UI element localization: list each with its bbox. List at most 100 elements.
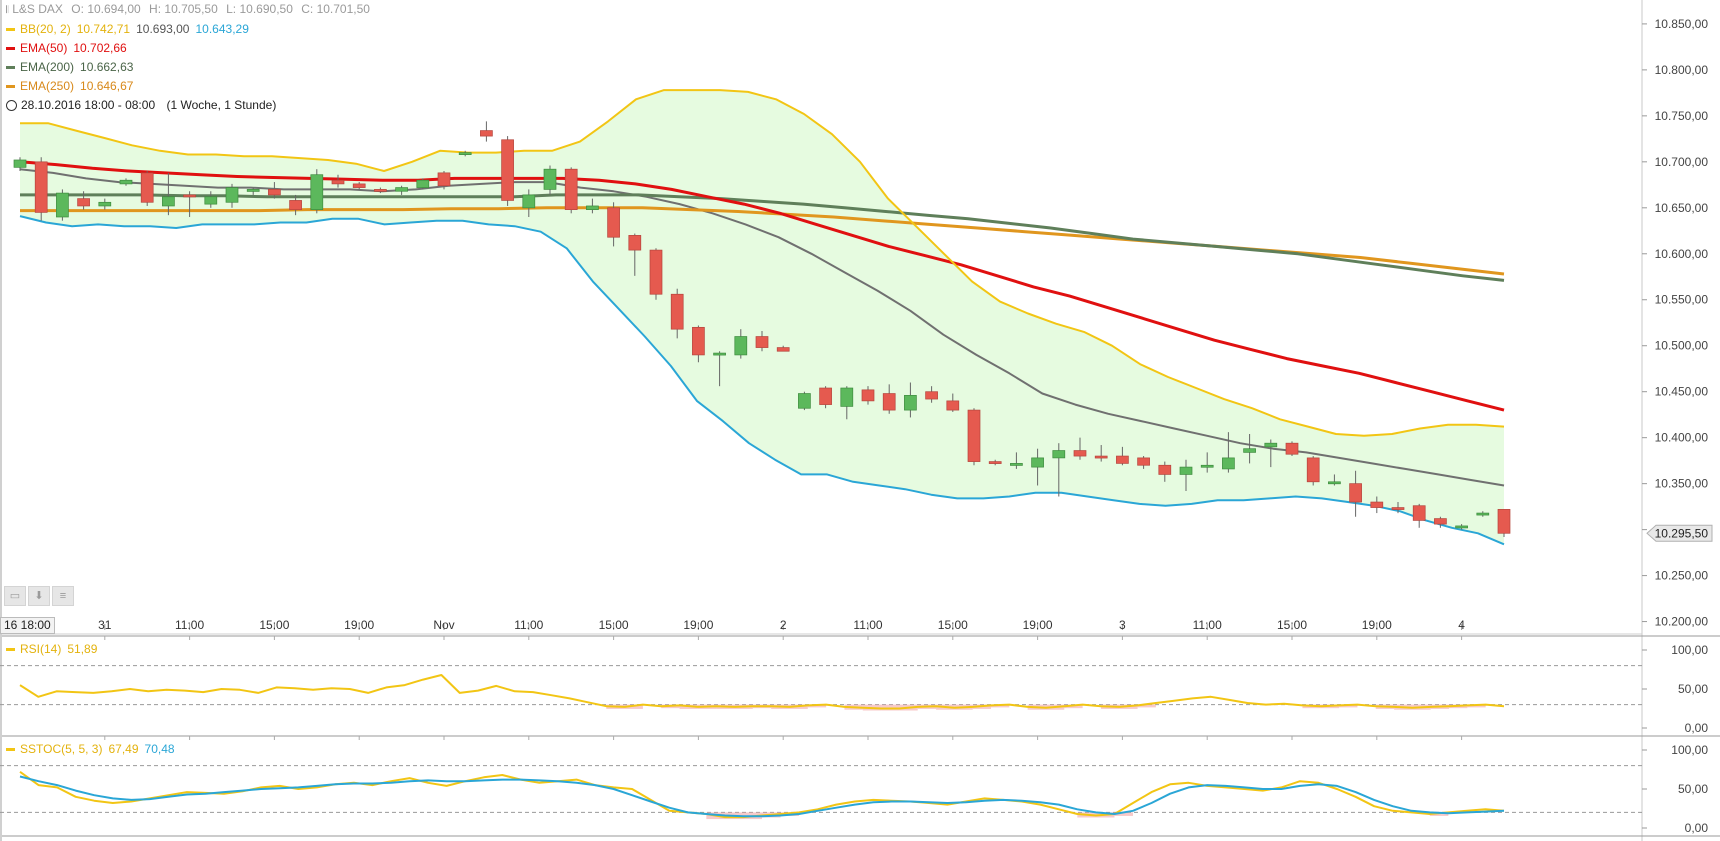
- candle: [1200, 452, 1214, 473]
- candle: [522, 189, 536, 217]
- candle-body: [1306, 457, 1320, 483]
- stoc-legend[interactable]: SSTOC(5, 5, 3) 67,49 70,48: [6, 740, 175, 759]
- rsi-name: RSI(14): [20, 642, 62, 656]
- candle-body: [692, 326, 705, 356]
- price-tick-label: 10.800,00: [1655, 63, 1709, 77]
- candle-body: [1073, 450, 1087, 457]
- time-tick-label: Nov: [433, 618, 454, 632]
- low-value: 10.690,50: [239, 2, 293, 16]
- candle: [416, 178, 430, 190]
- bollinger-band-fill: [20, 90, 1504, 545]
- ema250-name: EMA(250): [20, 79, 75, 93]
- candle: [776, 345, 790, 352]
- price-tick-label: 10.600,00: [1655, 247, 1709, 261]
- ema50-swatch: [6, 47, 15, 51]
- candle-body: [480, 130, 493, 137]
- bb-mid-line: [19, 168, 1505, 487]
- open-label: O:: [71, 2, 84, 16]
- candle-body: [1052, 450, 1066, 459]
- price-tick-label: 10.500,00: [1655, 339, 1709, 353]
- candle: [98, 198, 112, 210]
- candle: [1434, 516, 1447, 528]
- candle: [882, 384, 896, 414]
- candle: [1412, 503, 1426, 528]
- candle-body: [798, 393, 811, 409]
- candle-body: [1370, 501, 1384, 508]
- time-tick-label: 4: [1458, 618, 1465, 632]
- candle: [395, 185, 408, 195]
- ema250-swatch: [6, 85, 15, 89]
- chart-type-icon: 𝄃: [6, 5, 9, 16]
- candle: [988, 459, 1002, 466]
- candle-body: [98, 201, 112, 207]
- candle-body: [204, 196, 218, 205]
- candle: [1179, 459, 1193, 491]
- candle-body: [713, 352, 726, 356]
- legend-ema250[interactable]: EMA(250) 10.646,67: [6, 77, 370, 96]
- candle: [1010, 452, 1023, 469]
- candle-body: [246, 189, 260, 192]
- candle: [374, 187, 387, 194]
- candle-body: [1328, 481, 1341, 485]
- price-tick-label: 10.400,00: [1655, 431, 1709, 445]
- zoom-controls: ▭ ⬇ ≡: [4, 586, 76, 606]
- legend-ema50[interactable]: EMA(50) 10.702,66: [6, 39, 370, 58]
- candle: [268, 182, 281, 199]
- candle-body: [755, 336, 769, 348]
- time-tick-label: 31: [98, 618, 112, 632]
- bb-name: BB(20, 2): [20, 22, 71, 36]
- ema200-swatch: [6, 66, 15, 70]
- rsi-oversold-fill: [1137, 704, 1156, 708]
- candle-body: [395, 187, 408, 192]
- candle: [34, 157, 48, 221]
- bb-lower-line: [19, 215, 1505, 546]
- left-edge: [0, 0, 2, 841]
- ema200-line: [20, 193, 1505, 282]
- candle-body: [946, 400, 960, 411]
- candle-body: [162, 196, 175, 207]
- ema50-name: EMA(50): [20, 41, 68, 55]
- stoc-tick-label: 50,00: [1678, 782, 1708, 796]
- candle: [1306, 456, 1320, 486]
- zoom-out-icon[interactable]: ▭: [4, 586, 26, 606]
- candle: [1264, 439, 1278, 468]
- high-value: 10.705,50: [164, 2, 218, 16]
- rsi-legend[interactable]: RSI(14) 51,89: [6, 640, 97, 659]
- menu-icon[interactable]: ≡: [52, 586, 74, 606]
- legend-period: 28.10.2016 18:00 - 08:00 (1 Woche, 1 Stu…: [6, 96, 370, 115]
- candle-body: [34, 161, 48, 213]
- candle-body: [967, 409, 981, 462]
- low-label: L:: [226, 2, 237, 16]
- candle: [967, 408, 981, 466]
- candle-body: [1094, 455, 1108, 459]
- candle-body: [1391, 507, 1405, 510]
- download-icon[interactable]: ⬇: [28, 586, 50, 606]
- candle: [564, 167, 578, 214]
- clock-icon: [6, 100, 17, 112]
- candle: [861, 386, 875, 405]
- candle-body: [607, 207, 620, 238]
- candle-body: [1010, 463, 1023, 466]
- candle: [1222, 432, 1235, 473]
- legend-ema200[interactable]: EMA(200) 10.662,63: [6, 58, 370, 77]
- price-tick-label: 10.200,00: [1655, 615, 1709, 629]
- ema200-name: EMA(200): [20, 60, 75, 74]
- candle: [1455, 524, 1468, 530]
- candle-body: [670, 293, 684, 330]
- time-tick-label: 11:00: [1193, 618, 1222, 632]
- legend-bb[interactable]: BB(20, 2) 10.742,71 10.693,00 10.643,29: [6, 20, 370, 39]
- rsi-line: [19, 674, 1505, 710]
- stoc-name: SSTOC(5, 5, 3): [20, 742, 103, 756]
- time-tick-label: 11:00: [175, 618, 204, 632]
- price-tick-label: 10.700,00: [1655, 155, 1709, 169]
- stoc-oversold-fill: [1114, 812, 1133, 816]
- time-tick-label: 19:00: [344, 618, 374, 632]
- time-tick-label: 15:00: [599, 618, 629, 632]
- bb-upper-value: 10.742,71: [76, 22, 131, 36]
- candle-body: [1243, 448, 1256, 453]
- candle: [77, 191, 90, 210]
- rsi-tick-label: 0,00: [1685, 721, 1709, 735]
- candle: [1391, 502, 1405, 514]
- rsi-value: 51,89: [67, 642, 98, 656]
